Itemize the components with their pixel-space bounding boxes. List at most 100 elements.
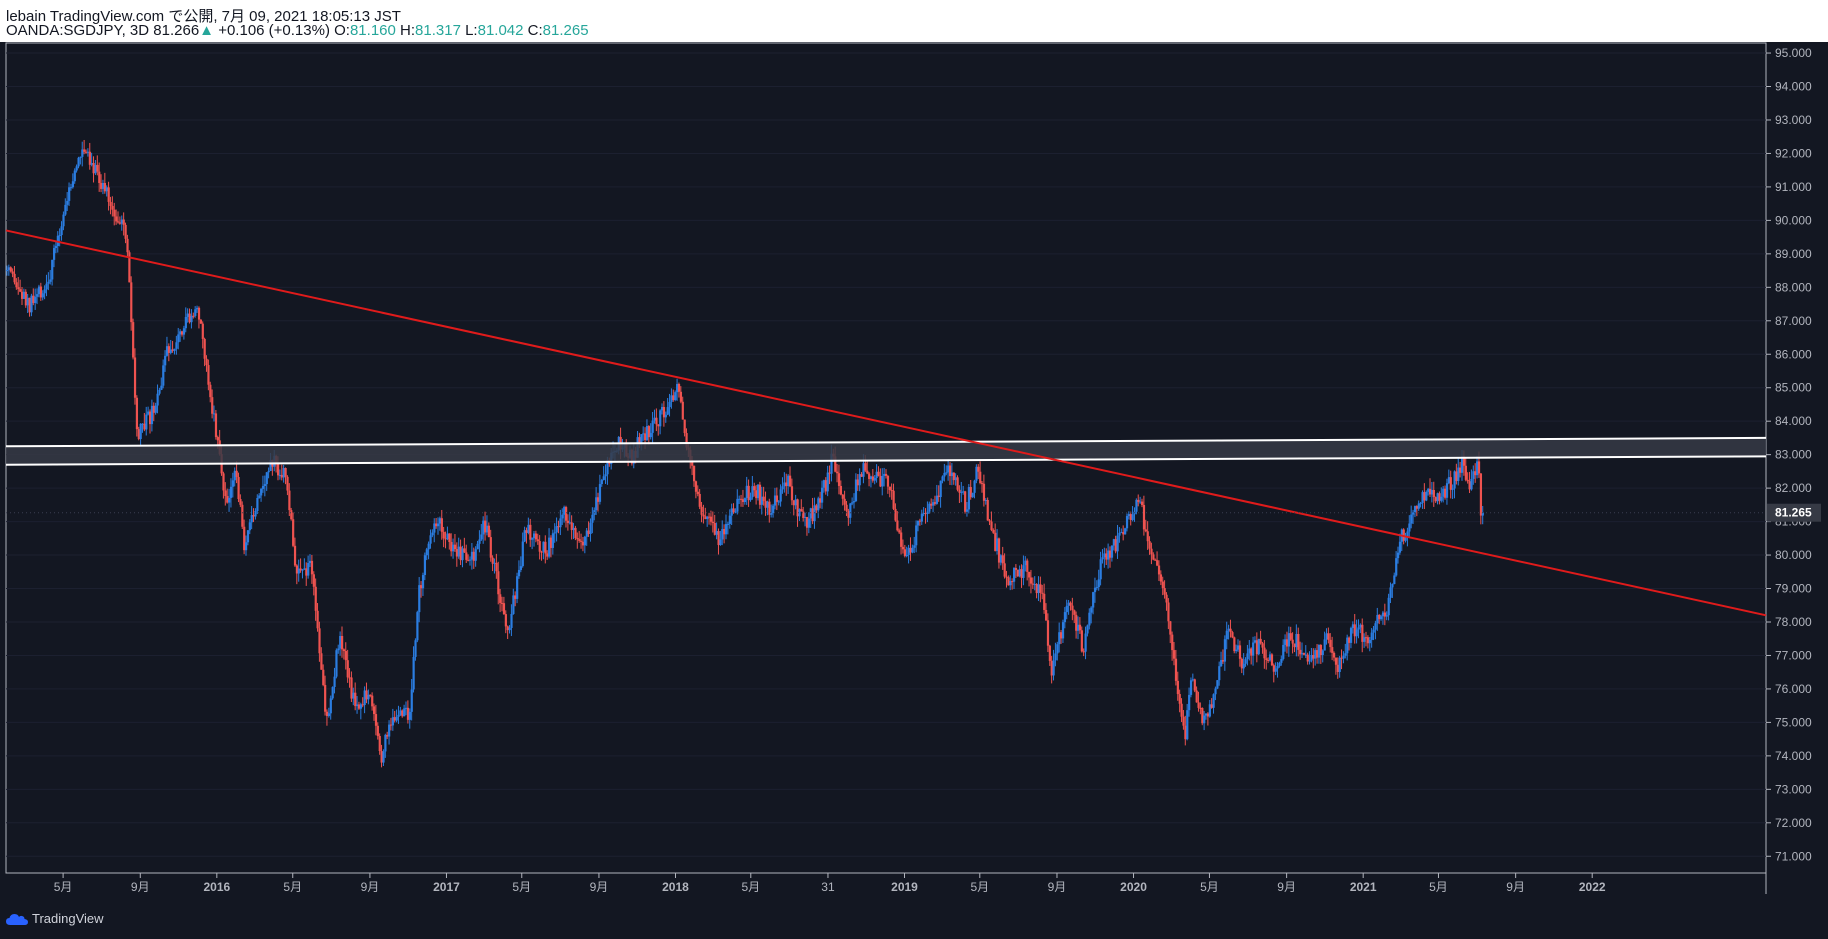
candle-body (233, 470, 236, 481)
candle-body (854, 479, 858, 502)
time-tick-label: 31 (821, 880, 835, 894)
candle-body (1336, 664, 1339, 672)
candle-body (292, 519, 295, 546)
candle-body (429, 535, 432, 544)
candle-body (747, 485, 750, 501)
candle-body (290, 510, 293, 520)
candle-body (544, 541, 547, 554)
time-axis[interactable]: 5月 9月 2016 5月 9月 2017 5月 9月 2018 5月 31 2019 5月 9月 2020… (54, 873, 1606, 894)
candle-body (137, 429, 140, 440)
candle-body (679, 391, 683, 402)
price-tick-label: 77.000 (1775, 648, 1812, 662)
candle-body (1263, 647, 1266, 659)
candle-body (30, 295, 33, 313)
candle-body (1029, 577, 1033, 584)
candle-body (1221, 660, 1225, 662)
tradingview-logo[interactable]: TradingView (6, 911, 104, 926)
candle-body (1214, 688, 1217, 695)
candle-body (1174, 658, 1178, 681)
candle-body (514, 595, 517, 599)
candle-body (403, 708, 406, 717)
drawings[interactable] (5, 229, 1767, 617)
candle-body (1406, 531, 1409, 538)
candle-body (423, 555, 427, 576)
candle-body (984, 500, 987, 502)
candle-body (1069, 602, 1072, 606)
candle-body (800, 509, 803, 512)
candle-body (807, 518, 811, 528)
candle-body (790, 486, 794, 501)
candle-body (141, 423, 144, 425)
candle-body (1408, 523, 1411, 532)
candle-body (947, 465, 950, 473)
candle-body (1220, 660, 1223, 667)
candle-body (501, 602, 504, 604)
candle-body (1312, 655, 1315, 659)
candle-body (661, 406, 664, 411)
candle-body (152, 405, 155, 413)
candle-body (982, 483, 986, 501)
candle-body (708, 516, 711, 518)
candle-body (868, 473, 871, 479)
candle-body (1148, 541, 1151, 549)
candle-body (685, 433, 688, 448)
candle-body (847, 510, 850, 518)
candle-body (926, 511, 929, 514)
candle-body (1246, 653, 1249, 660)
candle-body (851, 502, 854, 504)
candle-body (1075, 614, 1078, 631)
candle-body (930, 503, 933, 506)
candle-body (222, 473, 225, 491)
candle-body (1165, 594, 1168, 603)
candle-body (890, 490, 893, 492)
candle-body (1259, 638, 1262, 644)
candle-body (655, 417, 658, 425)
candle-body (1050, 660, 1053, 676)
candle-body (928, 503, 931, 512)
time-tick-label: 5月 (970, 880, 989, 894)
candle-body (472, 551, 475, 561)
candle-body (314, 586, 317, 611)
candle-body (312, 574, 315, 587)
close-label: C: (527, 22, 543, 39)
candle-body (1462, 456, 1466, 466)
candle-body (604, 474, 607, 477)
price-chart[interactable]: 95.000 94.000 93.000 92.000 91.000 90.000 89.0… (0, 42, 1828, 894)
candle-body (551, 533, 555, 548)
price-axis[interactable]: 95.000 94.000 93.000 92.000 91.000 90.000 89.0… (1766, 46, 1821, 863)
candle-body (1150, 548, 1153, 555)
candle-body (1026, 560, 1029, 572)
candle-body (700, 506, 703, 515)
candle-body (1453, 471, 1456, 489)
time-tick-label: 9月 (1506, 880, 1525, 894)
candle-body (361, 704, 364, 706)
candle-body (1410, 514, 1413, 524)
candle-body (1142, 504, 1146, 530)
candle-body (1073, 610, 1076, 615)
candle-body (1363, 637, 1366, 642)
candle-body (568, 522, 571, 524)
candle-body (1269, 654, 1272, 661)
candle-body (1146, 531, 1149, 542)
candle-body (224, 490, 227, 497)
candle-body (401, 710, 404, 717)
time-tick-label: 5月 (283, 880, 302, 894)
candle-body (389, 724, 393, 726)
candle-body (1477, 461, 1481, 474)
candle-body (937, 495, 940, 498)
candle-body (1361, 624, 1364, 642)
candle-body (1127, 514, 1131, 517)
candle-body (124, 224, 127, 239)
candle-body (1095, 587, 1099, 589)
candle-body (770, 513, 773, 515)
candle-body (1444, 488, 1447, 498)
candle-body (1201, 708, 1204, 724)
candle-body (740, 498, 743, 500)
candle-body (805, 516, 809, 528)
candle-body (1103, 553, 1106, 558)
price-tick-label: 84.000 (1775, 414, 1812, 428)
candle-body (909, 547, 912, 553)
candle-body (427, 543, 430, 550)
candle-body (683, 419, 686, 434)
candle-body (602, 476, 605, 481)
